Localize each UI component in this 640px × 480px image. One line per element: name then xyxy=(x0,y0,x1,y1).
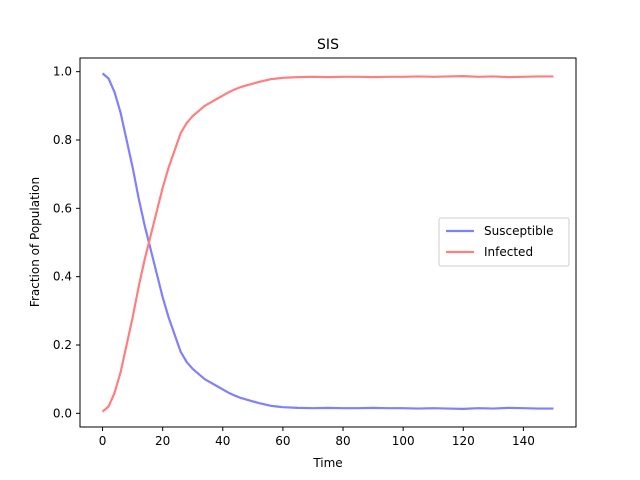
y-tick-label: 0.6 xyxy=(53,201,72,215)
y-tick-label: 0.8 xyxy=(53,133,72,147)
x-tick-label: 120 xyxy=(452,434,475,448)
x-tick-label: 40 xyxy=(215,434,230,448)
legend-label-susceptible: Susceptible xyxy=(484,224,553,238)
series-line-susceptible xyxy=(101,72,554,410)
x-tick-label: 80 xyxy=(335,434,350,448)
x-tick-label: 60 xyxy=(275,434,290,448)
x-axis-label: Time xyxy=(312,456,342,470)
legend: Susceptible Infected xyxy=(438,217,570,267)
y-axis-label: Fraction of Population xyxy=(28,177,42,307)
chart-title: SIS xyxy=(317,37,339,53)
plot-area xyxy=(101,72,554,413)
axes-frame xyxy=(79,57,577,428)
series-line-infected xyxy=(101,75,554,413)
y-tick-label: 0.2 xyxy=(53,338,72,352)
x-tick-label: 20 xyxy=(155,434,170,448)
y-tick-label: 0.4 xyxy=(53,270,72,284)
y-tick-label: 1.0 xyxy=(53,65,72,79)
axes: 0 20 40 60 80 100 120 140 0.0 0.2 0.4 0.6 0.8 1.0 xyxy=(53,57,577,448)
y-tick-label: 0.0 xyxy=(53,406,72,420)
x-tick-label: 0 xyxy=(99,434,107,448)
legend-label-infected: Infected xyxy=(484,245,533,259)
x-tick-label: 100 xyxy=(392,434,415,448)
x-tick-label: 140 xyxy=(512,434,535,448)
